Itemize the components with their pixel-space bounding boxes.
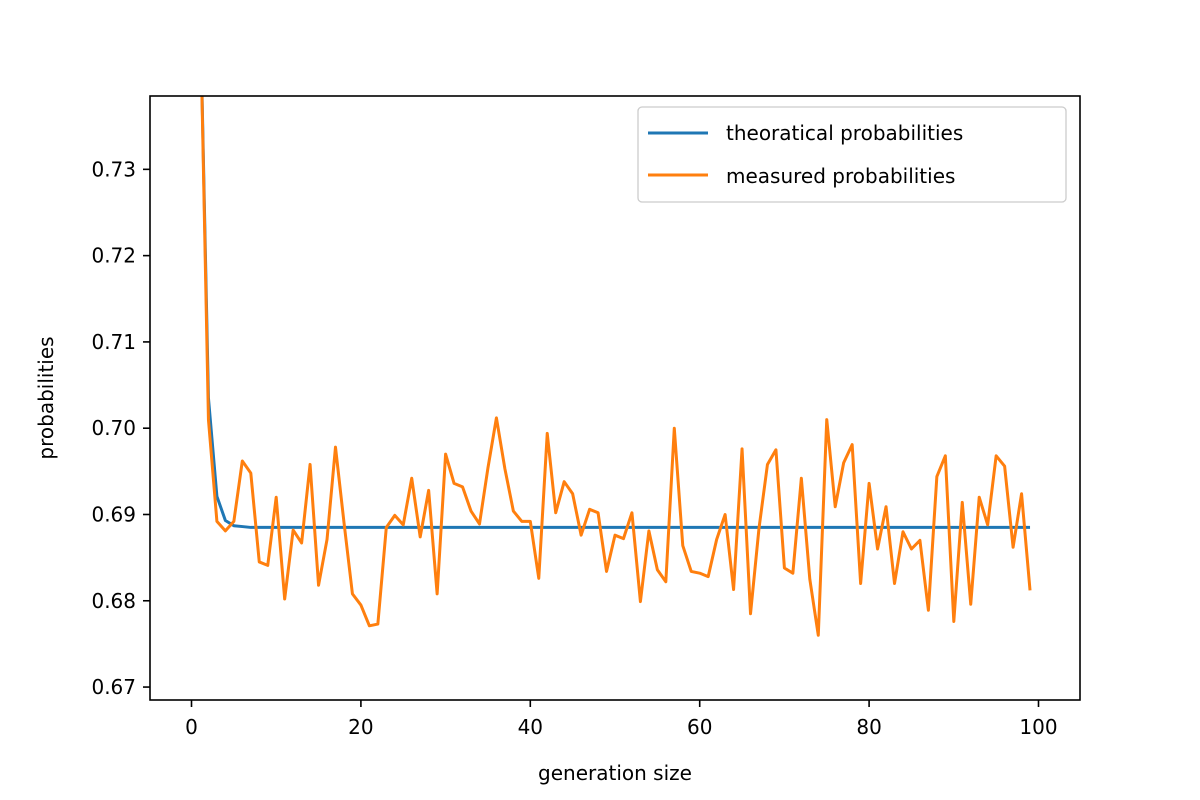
y-tick-label: 0.69 [91, 502, 136, 526]
plot-frame [149, 95, 1081, 701]
x-tick-label: 0 [185, 715, 198, 739]
y-tick-label: 0.68 [91, 589, 136, 613]
legend: theoratical probabilities measured proba… [637, 106, 1067, 203]
series-line-measured [200, 96, 1032, 637]
legend-label-measured: measured probabilities [726, 164, 955, 188]
y-tick-label: 0.73 [91, 157, 136, 181]
series-layer [200, 96, 1032, 637]
x-tick-label: 40 [518, 715, 543, 739]
x-axis-label: generation size [538, 761, 692, 785]
y-axis-label: probabilities [34, 336, 58, 459]
y-tick-label: 0.70 [91, 416, 136, 440]
x-tick-label: 100 [1019, 715, 1057, 739]
x-tick-label: 60 [687, 715, 712, 739]
x-axis: 0 20 40 60 80 100 [185, 700, 1058, 739]
legend-box [637, 106, 1067, 203]
y-axis: 0.67 0.68 0.69 0.70 0.71 0.72 0.73 [91, 157, 150, 699]
series-line-theoretical [200, 96, 1031, 529]
legend-label-theoretical: theoratical probabilities [726, 121, 963, 145]
x-tick-label: 20 [348, 715, 373, 739]
y-tick-label: 0.71 [91, 330, 136, 354]
x-tick-label: 80 [856, 715, 881, 739]
y-tick-label: 0.72 [91, 244, 136, 268]
y-tick-label: 0.67 [91, 675, 136, 699]
